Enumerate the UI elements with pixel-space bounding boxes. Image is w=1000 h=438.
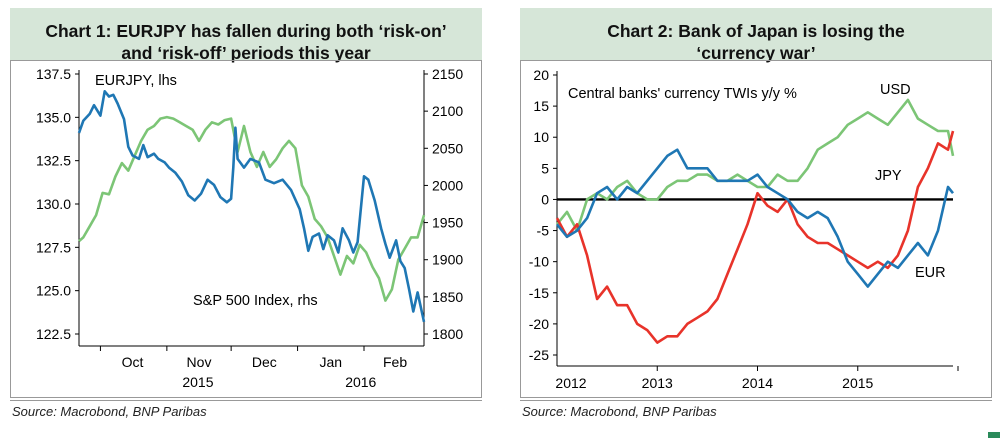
chart-2-x-tick-label: 2012 bbox=[555, 375, 586, 391]
chart-1-title-bar: Chart 1: EURJPY has fallen during both ‘… bbox=[10, 8, 482, 63]
chart-1-left-tick-label: 130.0 bbox=[36, 196, 71, 212]
chart-2-x-tick-label: 2014 bbox=[742, 375, 773, 391]
chart-1-x-tick-label: Nov bbox=[187, 354, 212, 370]
chart-2-y-tick-label: -25 bbox=[529, 347, 549, 363]
chart-2-y-tick-label: -15 bbox=[529, 285, 549, 301]
eurjpy-series-label: EURJPY, lhs bbox=[95, 73, 177, 89]
chart-2-frame bbox=[520, 60, 992, 398]
chart-1-right-tick-label: 1850 bbox=[432, 289, 463, 305]
chart-panel-1: Chart 1: EURJPY has fallen during both ‘… bbox=[0, 0, 490, 438]
corner-accent bbox=[988, 432, 1000, 438]
eur-series-line bbox=[555, 148, 955, 288]
chart-2-plot: -25 -20 -15 -10 -5 0 5 10 15 20 2012 2013 2014 2015 Ce… bbox=[529, 67, 959, 391]
chart-1-source-rule bbox=[10, 400, 482, 401]
chart-2-x-tick-label: 2015 bbox=[842, 375, 873, 391]
eur-series-label: EUR bbox=[915, 265, 946, 281]
chart-1-title-line-1: Chart 1: EURJPY has fallen during both ‘… bbox=[45, 21, 447, 41]
chart-2-source-rule bbox=[520, 400, 992, 401]
chart-2-x-tick-label: 2013 bbox=[642, 375, 673, 391]
chart-1-left-tick-label: 137.5 bbox=[36, 66, 71, 82]
chart-2-y-tick-label: -5 bbox=[537, 223, 550, 239]
usd-series-line bbox=[555, 98, 955, 232]
chart-1-left-tick-label: 122.5 bbox=[36, 326, 71, 342]
chart-1-source: Source: Macrobond, BNP Paribas bbox=[12, 404, 207, 419]
chart-1-right-tick-label: 1950 bbox=[432, 215, 463, 231]
chart-1-x-tick-label: Dec bbox=[252, 354, 277, 370]
chart-1-left-tick-label: 135.0 bbox=[36, 109, 71, 125]
chart-1-left-tick-label: 127.5 bbox=[36, 239, 71, 255]
chart-1-title-line-2: and ‘risk-off’ periods this year bbox=[121, 43, 371, 63]
chart-1-right-tick-label: 2050 bbox=[432, 140, 463, 156]
chart-1-left-tick-label: 132.5 bbox=[36, 153, 71, 169]
chart-2-source: Source: Macrobond, BNP Paribas bbox=[522, 404, 717, 419]
chart-1-frame bbox=[10, 60, 482, 398]
chart-1-x-tick-label: Jan bbox=[319, 354, 342, 370]
chart-1-left-tick-label: 125.0 bbox=[36, 283, 71, 299]
chart-2-title-line-1: Chart 2: Bank of Japan is losing the bbox=[607, 21, 905, 41]
chart-1-right-tick-label: 1900 bbox=[432, 252, 463, 268]
chart-2-title-bar: Chart 2: Bank of Japan is losing the ‘cu… bbox=[520, 8, 992, 63]
chart-1-year-label: 2016 bbox=[345, 374, 376, 390]
chart-1-right-tick-label: 2000 bbox=[432, 177, 463, 193]
chart-2-y-tick-label: -20 bbox=[529, 316, 549, 332]
chart-1-plot: 122.5 125.0 127.5 130.0 132.5 135.0 137.5 1800 1… bbox=[36, 66, 463, 390]
chart-2-y-tick-label: 5 bbox=[541, 160, 549, 176]
chart-1-right-tick-label: 1800 bbox=[432, 326, 463, 342]
usd-series-label: USD bbox=[880, 82, 911, 98]
chart-2-y-tick-label: 10 bbox=[533, 129, 549, 145]
chart-2-y-tick-label: -10 bbox=[529, 254, 549, 270]
chart-1-right-tick-label: 2150 bbox=[432, 66, 463, 82]
chart-2-title-line-2: ‘currency war’ bbox=[696, 43, 816, 63]
sp500-series-line bbox=[78, 115, 426, 302]
chart-2-y-tick-label: 20 bbox=[533, 67, 549, 83]
chart-1-right-tick-label: 2100 bbox=[432, 103, 463, 119]
eurjpy-series-line bbox=[77, 90, 426, 323]
chart-2-y-tick-label: 15 bbox=[533, 98, 549, 114]
chart-1-year-label: 2015 bbox=[182, 374, 213, 390]
chart-2-y-tick-label: 0 bbox=[541, 191, 549, 207]
chart-1-x-tick-label: Oct bbox=[122, 354, 144, 370]
sp500-series-label: S&P 500 Index, rhs bbox=[193, 293, 318, 309]
chart-2-subtitle: Central banks' currency TWIs y/y % bbox=[568, 86, 797, 102]
jpy-series-line bbox=[555, 130, 955, 344]
chart-panel-2: Chart 2: Bank of Japan is losing the ‘cu… bbox=[510, 0, 1000, 438]
jpy-series-label: JPY bbox=[875, 168, 902, 184]
chart-1-x-tick-label: Feb bbox=[383, 354, 407, 370]
